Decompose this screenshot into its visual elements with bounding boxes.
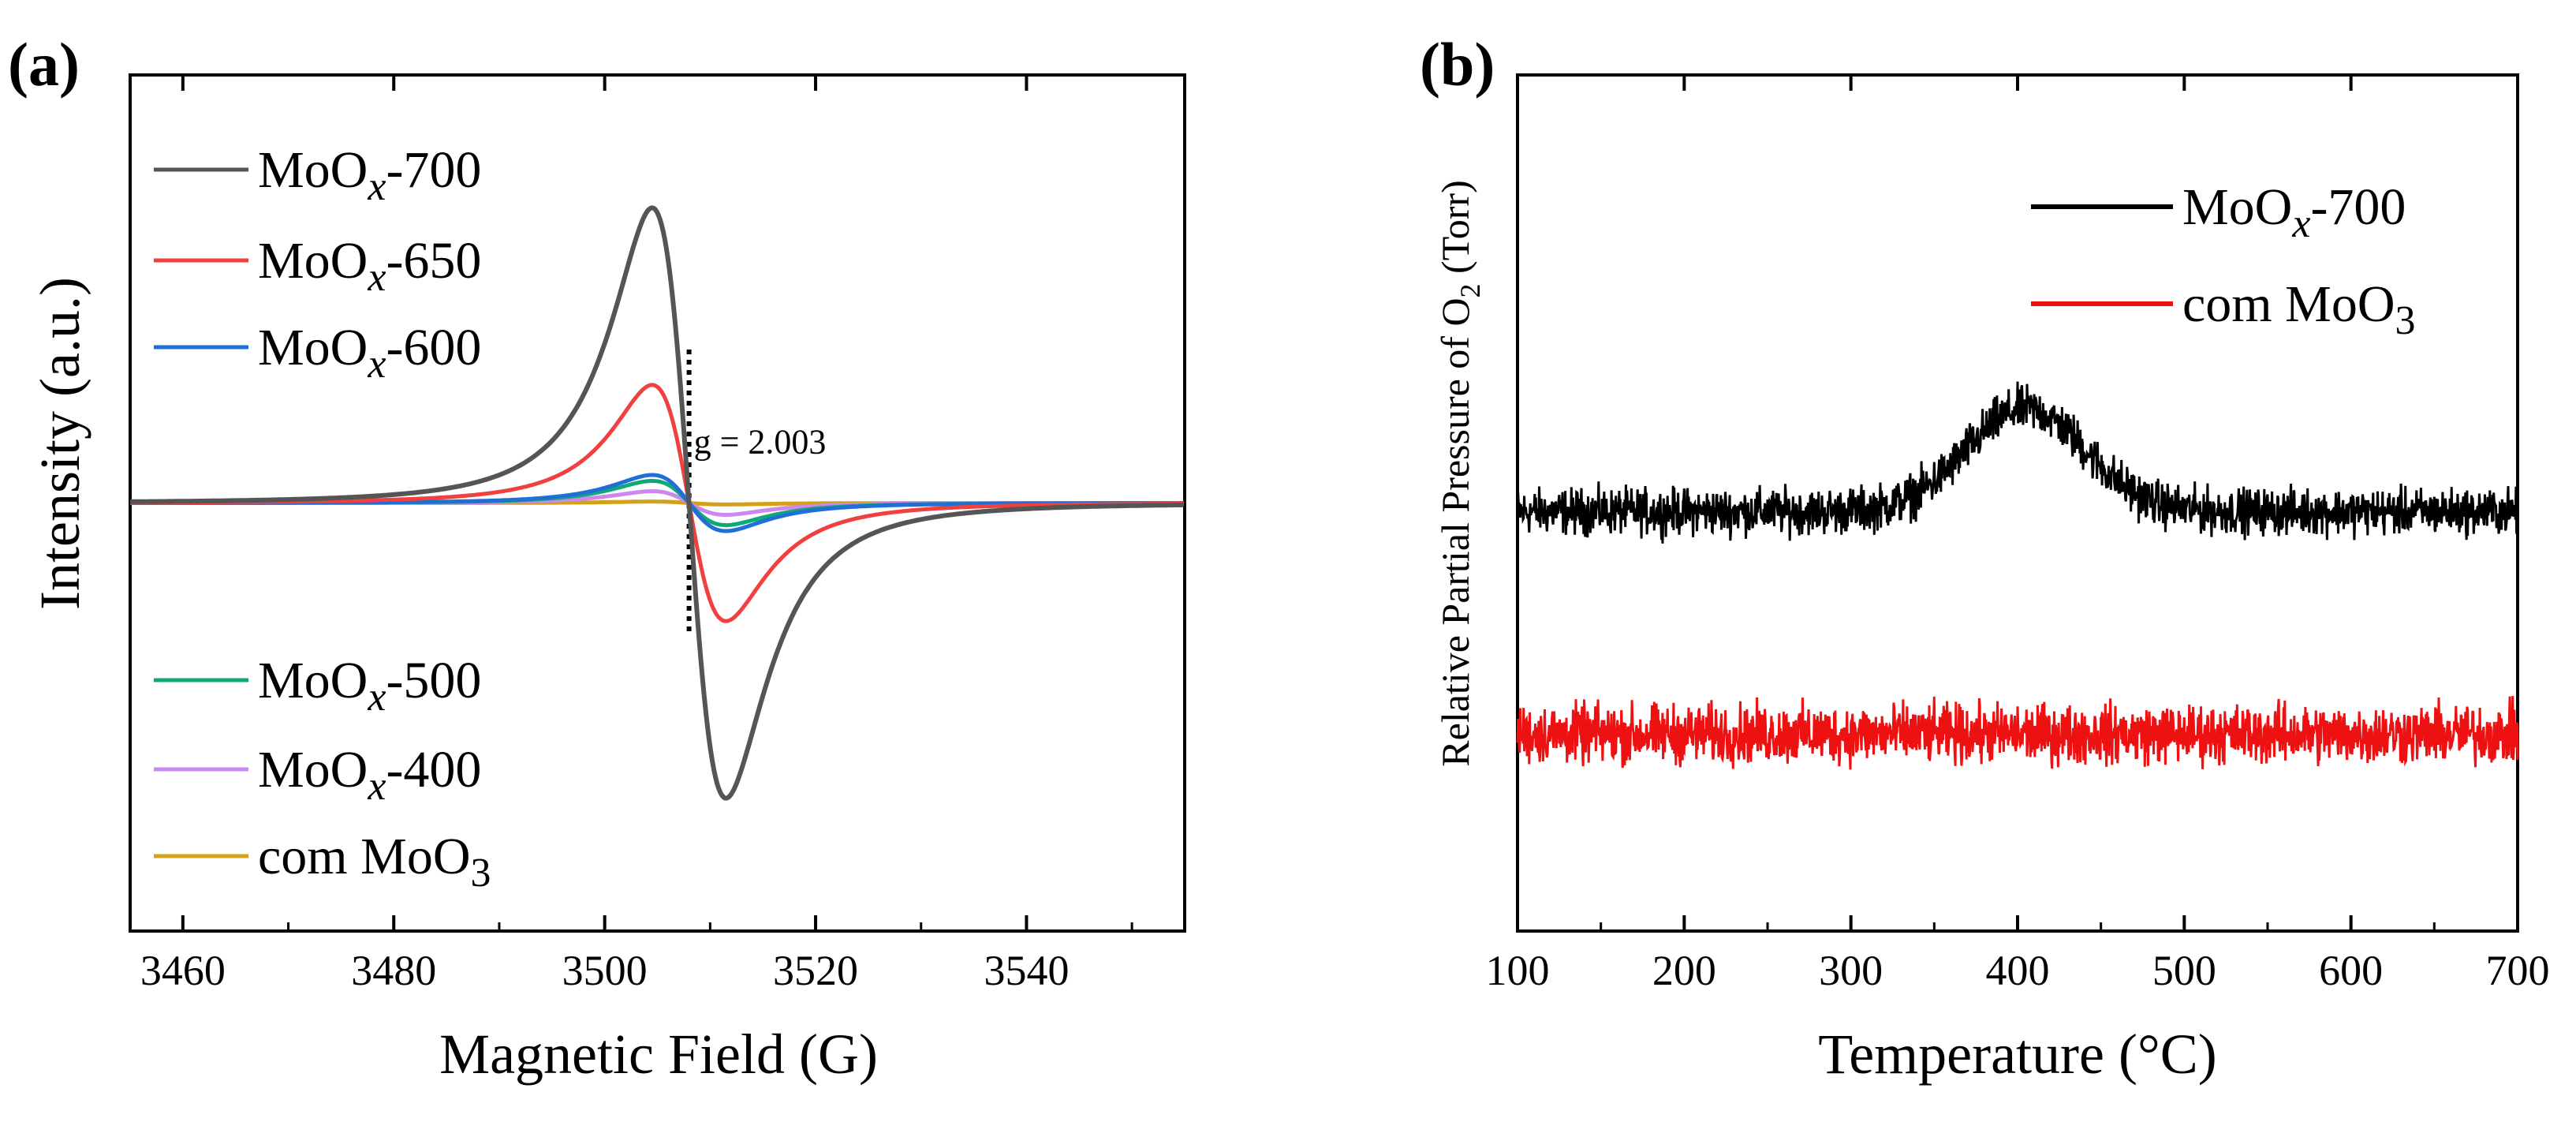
panel-a-legend-label: MoOx-700 [258,141,481,209]
panel-b-x-tick-label: 100 [1486,947,1550,994]
panel-a-chart: 3460 3480 3500 3520 3540 g = 2.003 MoOx-700 MoO… [129,73,1186,994]
panel-b-x-tick-label: 200 [1652,947,1716,994]
panel-b-label: (b) [1420,30,1495,99]
panel-b-series-com MoO3 [1516,696,2519,770]
panel-a-legend-label: MoOx-400 [258,741,481,809]
panel-a-x-tick-label: 3520 [773,947,858,994]
panel-a-legend-label: MoOx-500 [258,652,481,720]
panel-a-x-axis-title: Magnetic Field (G) [439,1023,878,1086]
panel-a-series-MoOx-650 [130,383,1184,623]
panel-a-legend-label: MoOx-650 [258,232,481,300]
panel-b-legend-label: MoOx-700 [2182,178,2406,246]
panel-b-x-tick-label: 400 [1986,947,2050,994]
panel-b-x-tick-label: 500 [2152,947,2216,994]
panel-b-x-axis-title: Temperature (°C) [1818,1023,2217,1086]
panel-a-legend-label: MoOx-600 [258,319,481,387]
panel-b-chart: 100 200 300 400 500 600 700 MoOx-700 com MoO3 [1486,73,2550,994]
panel-b-x-tick-label: 300 [1819,947,1883,994]
panel-a-x-tick-label: 3540 [984,947,1069,994]
panel-a-series-MoOx-700 [130,205,1184,801]
panel-b-x-tick-label: 600 [2319,947,2383,994]
panel-b-y-axis-title: Relative Partial Pressure of O2 (Torr) [1433,180,1486,766]
panel-a-legend-label: com MoO3 [258,828,491,896]
panel-a-x-tick-label: 3460 [140,947,226,994]
panel-b-series-MoOx-700 [1516,381,2519,544]
g-value-annotation: g = 2.003 [694,423,827,462]
panel-a-x-tick-label: 3480 [351,947,436,994]
panel-b-legend-label: com MoO3 [2182,275,2415,343]
panel-b-x-tick-label: 700 [2486,947,2550,994]
panel-a-x-tick-label: 3500 [562,947,648,994]
panel-a-label: (a) [8,30,80,99]
panel-a-y-axis-title: Intensity (a.u.) [28,277,91,610]
